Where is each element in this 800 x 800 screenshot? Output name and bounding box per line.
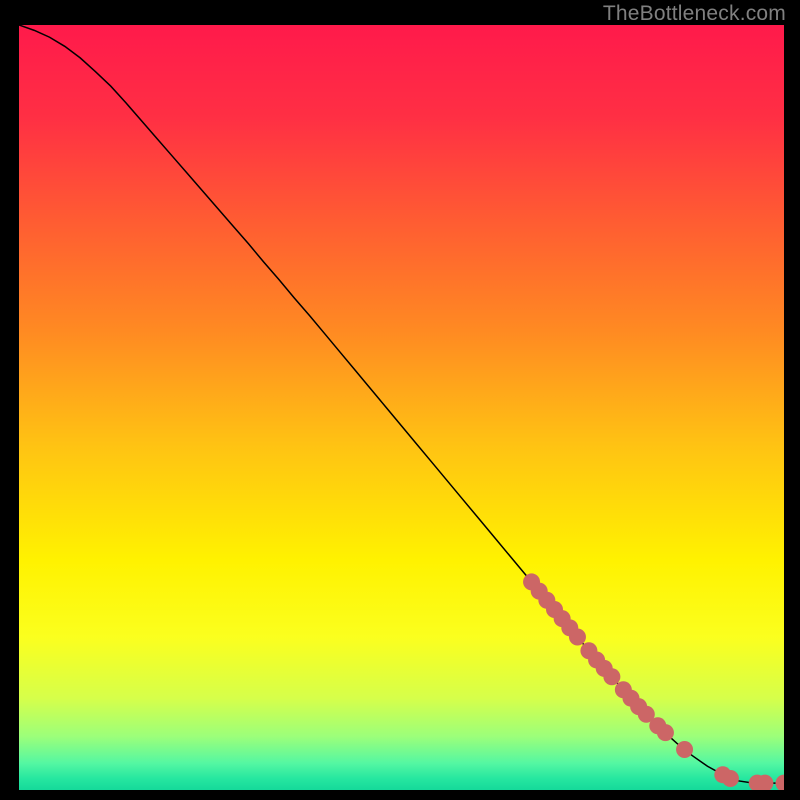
data-marker bbox=[569, 629, 586, 646]
gradient-background bbox=[19, 25, 784, 790]
data-marker bbox=[676, 741, 693, 758]
watermark-text: TheBottleneck.com bbox=[603, 2, 786, 26]
chart-canvas: TheBottleneck.com bbox=[0, 0, 800, 800]
plot-area bbox=[19, 25, 784, 790]
data-marker bbox=[603, 668, 620, 685]
plot-svg bbox=[19, 25, 784, 790]
data-marker bbox=[722, 770, 739, 787]
data-marker bbox=[657, 724, 674, 741]
